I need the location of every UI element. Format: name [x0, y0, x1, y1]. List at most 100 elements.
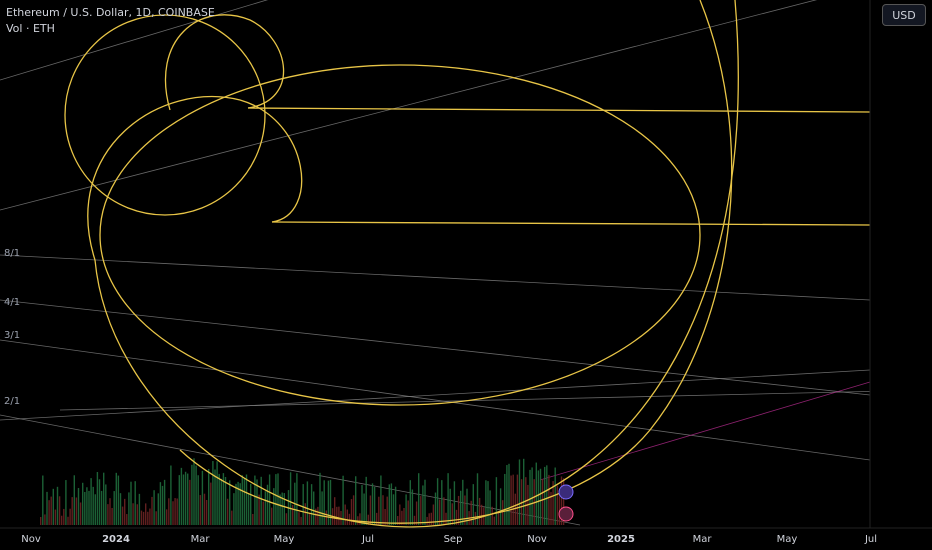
- volume-bar: [151, 496, 153, 525]
- volume-bar: [485, 480, 487, 525]
- volume-bar: [113, 491, 115, 525]
- volume-bar: [432, 504, 435, 525]
- volume-bar: [371, 483, 374, 525]
- fib-arc: [99, 64, 701, 406]
- volume-bar: [363, 493, 365, 525]
- volume-bar: [79, 502, 82, 525]
- volume-bar: [296, 473, 298, 525]
- volume-bar: [115, 472, 117, 525]
- volume-bar: [359, 513, 361, 525]
- volume-bar: [82, 482, 84, 525]
- fib-arc: [179, 0, 733, 524]
- volume-bar: [445, 512, 447, 525]
- volume-bar: [546, 465, 548, 525]
- volume-bar: [205, 500, 208, 525]
- volume-bar: [163, 479, 166, 525]
- volume-bar: [336, 506, 338, 525]
- volume-bar: [424, 479, 426, 525]
- volume-bar: [560, 476, 563, 525]
- x-axis-tick: May: [777, 534, 798, 545]
- volume-bar: [394, 486, 397, 525]
- volume-bar: [397, 516, 399, 525]
- trend-line: [0, 0, 269, 81]
- volume-bar: [210, 482, 212, 525]
- volume-bar: [134, 481, 136, 525]
- fib-level-line: [247, 107, 871, 113]
- volume-bar: [539, 468, 542, 525]
- volume-bar: [460, 490, 462, 525]
- volume-bar: [117, 475, 120, 525]
- volume-bar: [77, 488, 80, 525]
- volume-bar: [541, 479, 544, 525]
- volume-bar: [220, 478, 222, 525]
- volume-bar: [195, 465, 197, 525]
- lightning-event-icon[interactable]: [558, 506, 574, 522]
- volume-bar: [197, 475, 199, 525]
- volume-bar: [472, 484, 474, 525]
- volume-bar: [455, 509, 458, 525]
- volume-bar: [338, 506, 340, 525]
- volume-bar: [506, 465, 508, 525]
- volume-bar: [289, 472, 292, 525]
- volume-bar: [535, 462, 537, 525]
- volume-bar: [96, 472, 99, 525]
- currency-button[interactable]: USD: [882, 4, 926, 26]
- volume-bar: [346, 509, 348, 525]
- x-axis-tick: Sep: [444, 534, 463, 545]
- volume-bar: [436, 478, 439, 525]
- volume-bar: [145, 503, 147, 525]
- fib-label: 2/1: [4, 396, 20, 407]
- volume-bar: [422, 485, 424, 525]
- trend-line: [0, 299, 871, 396]
- fib-arc: [64, 14, 266, 216]
- volume-bar: [157, 493, 159, 525]
- volume-bar: [48, 500, 50, 525]
- star-event-icon[interactable]: [558, 484, 574, 500]
- volume-bar: [512, 474, 514, 525]
- volume-bar: [126, 514, 128, 525]
- trend-line: [0, 254, 871, 301]
- volume-bar: [504, 473, 506, 525]
- fib-arc: [94, 0, 739, 528]
- volume-bar: [352, 495, 355, 525]
- volume-bar: [355, 476, 357, 525]
- volume-bar: [558, 494, 561, 525]
- volume-bar: [447, 473, 449, 525]
- volume-bar: [63, 508, 65, 525]
- x-axis-tick: May: [274, 534, 295, 545]
- x-axis-tick: Jul: [864, 534, 877, 545]
- volume-bar: [418, 473, 420, 525]
- volume-bar: [121, 506, 124, 525]
- volume-bar: [367, 514, 369, 525]
- volume-bar: [224, 476, 227, 525]
- volume-bar: [111, 507, 113, 525]
- volume-bar: [268, 474, 271, 525]
- volume-bar: [166, 509, 168, 525]
- volume-bar: [523, 458, 525, 525]
- volume-bar: [75, 497, 78, 525]
- x-axis-tick: Nov: [21, 534, 41, 545]
- volume-bar: [315, 508, 317, 525]
- volume-bar: [537, 470, 540, 525]
- volume-bar: [252, 513, 254, 525]
- volume-bar: [124, 498, 126, 525]
- volume-bar: [464, 495, 466, 525]
- volume-bar: [231, 510, 233, 525]
- volume-bar: [161, 485, 164, 525]
- volume-bar: [203, 493, 206, 525]
- volume-bar: [550, 491, 552, 525]
- volume-bar: [462, 479, 464, 525]
- volume-bar: [376, 512, 378, 525]
- volume-bar: [499, 488, 502, 525]
- volume-bar: [319, 472, 321, 525]
- volume-bar: [495, 477, 498, 525]
- volume-bar: [323, 480, 325, 525]
- trend-line: [59, 389, 932, 411]
- volume-bar: [44, 514, 46, 525]
- volume-bar: [178, 475, 180, 525]
- fib-level-line: [271, 221, 871, 226]
- volume-bar: [388, 484, 390, 525]
- price-axis-panel: [870, 0, 932, 550]
- volume-bar: [334, 497, 336, 525]
